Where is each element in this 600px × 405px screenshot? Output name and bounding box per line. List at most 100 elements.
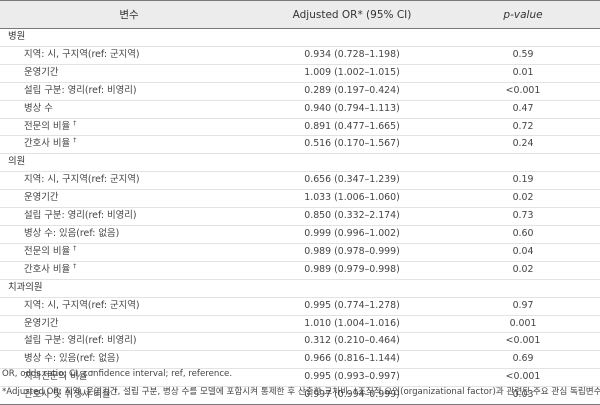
table-row: 운영기간 1.009 (1.002–1.015) 0.01	[0, 64, 600, 83]
p-value-cell: 0.73	[446, 207, 600, 226]
adjusted-or-cell: 1.010 (1.004–1.016)	[258, 315, 446, 334]
adjusted-or-cell: 0.989 (0.979–0.998)	[258, 261, 446, 280]
adjusted-or-cell: 0.999 (0.996–1.002)	[258, 225, 446, 244]
adjusted-or-cell: 0.656 (0.347–1.239)	[258, 171, 446, 191]
variable-label: 병상 수: 있음(ref: 없음)	[24, 353, 120, 365]
table-row: 간호사 비율 † 0.989 (0.979–0.998) 0.02	[0, 261, 600, 280]
variable-label: 설립 구분: 영리(ref: 비영리)	[24, 335, 137, 347]
p-value-cell: 0.59	[446, 46, 600, 65]
table-footnotes: OR, odds ratio; CI, confidence interval;…	[2, 365, 600, 401]
group-row: 병원	[0, 28, 600, 47]
variable-label: 병상 수: 있음(ref: 없음)	[24, 227, 120, 239]
dagger-mark: †	[113, 387, 117, 395]
table-row: 운영기간 1.033 (1.006–1.060) 0.02	[0, 189, 600, 209]
variable-cell: 지역: 시, 구지역(ref: 군지역)	[0, 46, 258, 65]
p-value-cell: 0.01	[446, 64, 600, 83]
p-value-cell: 0.60	[446, 225, 600, 244]
variable-label: 지역: 시, 구지역(ref: 군지역)	[24, 48, 140, 60]
p-value-cell: 0.001	[446, 315, 600, 334]
table-row: 지역: 시, 구지역(ref: 군지역) 0.656 (0.347–1.239) 0…	[0, 171, 600, 191]
table-row: 병상 수 0.940 (0.794–1.113) 0.47	[0, 100, 600, 119]
adjusted-or-cell: 1.033 (1.006–1.060)	[258, 189, 446, 209]
variable-cell: 간호사 비율 †	[0, 135, 258, 155]
variable-label: 설립 구분: 영리(ref: 비영리)	[24, 210, 137, 222]
adjusted-or-cell: 0.850 (0.332–2.174)	[258, 207, 446, 226]
variable-label: 지역: 시, 구지역(ref: 군지역)	[24, 174, 140, 186]
adjusted-or-cell: 0.995 (0.993–0.997)	[258, 368, 446, 388]
variable-cell: 병상 수: 있음(ref: 없음)	[0, 350, 258, 370]
adjusted-or-cell: 0.891 (0.477–1.665)	[258, 118, 446, 137]
table-row: 간호사 비율 † 0.516 (0.170–1.567) 0.24	[0, 135, 600, 155]
p-value-cell: 0.19	[446, 171, 600, 191]
variable-label: 설립 구분: 영리(ref: 비영리)	[24, 84, 137, 96]
variable-cell: 치과전문의 비율 †	[0, 368, 258, 388]
table-row: 설립 구분: 영리(ref: 비영리) 0.312 (0.210–0.464) <0…	[0, 332, 600, 352]
table-row: 전문의 비율 † 0.891 (0.477–1.665) 0.72	[0, 118, 600, 137]
table-row: 설립 구분: 영리(ref: 비영리) 0.850 (0.332–2.174) 0.…	[0, 207, 600, 226]
dagger-mark: †	[73, 118, 77, 127]
adjusted-or-cell: 1.009 (1.002–1.015)	[258, 64, 446, 83]
p-value-cell: 0.69	[446, 350, 600, 370]
table-row: 간호사 및 위생사 비율 † 0.997 (0.994–0.999) 0.03	[0, 386, 600, 405]
variable-cell: 지역: 시, 구지역(ref: 군지역)	[0, 297, 258, 316]
p-value-cell: 0.47	[446, 100, 600, 119]
p-value-cell: <0.001	[446, 82, 600, 101]
p-value-cell: 0.24	[446, 135, 600, 155]
variable-cell: 간호사 비율 †	[0, 261, 258, 280]
adjusted-or-cell: 0.516 (0.170–1.567)	[258, 135, 446, 155]
table-header: 변수 Adjusted OR* (95% CI) p-value	[0, 0, 600, 29]
group-row: 치과의원	[0, 279, 600, 298]
empty-cell	[258, 28, 446, 47]
dagger-mark: †	[73, 136, 77, 145]
adjusted-or-cell: 0.934 (0.728–1.198)	[258, 46, 446, 65]
p-value-cell: 0.02	[446, 189, 600, 209]
group-label: 병원	[0, 28, 258, 47]
variable-cell: 지역: 시, 구지역(ref: 군지역)	[0, 171, 258, 191]
variable-cell: 설립 구분: 영리(ref: 비영리)	[0, 82, 258, 101]
variable-cell: 운영기간	[0, 64, 258, 83]
variable-label: 전문의 비율	[24, 245, 71, 257]
p-value-cell: <0.001	[446, 332, 600, 352]
adjusted-or-cell: 0.966 (0.816–1.144)	[258, 350, 446, 370]
table-row: 지역: 시, 구지역(ref: 군지역) 0.934 (0.728–1.198) 0…	[0, 46, 600, 65]
table-row: 전문의 비율 † 0.989 (0.978–0.999) 0.04	[0, 243, 600, 262]
group-label: 치과의원	[0, 279, 258, 298]
variable-cell: 전문의 비율 †	[0, 118, 258, 137]
variable-label: 운영기간	[24, 192, 59, 204]
header-adjusted-or: Adjusted OR* (95% CI)	[258, 0, 446, 29]
variable-label: 간호사 비율	[24, 263, 71, 275]
p-value-cell: 0.02	[446, 261, 600, 280]
adjusted-or-cell: 0.989 (0.978–0.999)	[258, 243, 446, 262]
empty-cell	[446, 28, 600, 47]
adjusted-or-cell: 0.289 (0.197–0.424)	[258, 82, 446, 101]
variable-label: 운영기간	[24, 66, 59, 78]
p-value-cell: 0.04	[446, 243, 600, 262]
group-label: 의원	[0, 153, 258, 173]
header-variable: 변수	[0, 0, 258, 29]
dagger-mark: †	[90, 369, 94, 378]
table-row: 지역: 시, 구지역(ref: 군지역) 0.995 (0.774–1.278) 0…	[0, 297, 600, 316]
group-row: 의원	[0, 153, 600, 173]
variable-cell: 운영기간	[0, 315, 258, 334]
variable-label: 운영기간	[24, 317, 59, 329]
table-row: 운영기간 1.010 (1.004–1.016) 0.001	[0, 315, 600, 334]
table-row: 설립 구분: 영리(ref: 비영리) 0.289 (0.197–0.424) <0…	[0, 82, 600, 101]
variable-label: 치과전문의 비율	[24, 371, 88, 383]
table-row: 병상 수: 있음(ref: 없음) 0.966 (0.816–1.144) 0.69	[0, 350, 600, 370]
header-p-value: p-value	[446, 0, 600, 29]
variable-label: 지역: 시, 구지역(ref: 군지역)	[24, 299, 140, 311]
variable-label: 간호사 및 위생사 비율	[24, 389, 111, 401]
adjusted-or-cell: 0.312 (0.210–0.464)	[258, 332, 446, 352]
variable-cell: 전문의 비율 †	[0, 243, 258, 262]
variable-cell: 설립 구분: 영리(ref: 비영리)	[0, 207, 258, 226]
table-row: 치과전문의 비율 † 0.995 (0.993–0.997) <0.001	[0, 368, 600, 388]
header-row: 변수 Adjusted OR* (95% CI) p-value	[0, 0, 600, 29]
p-value-cell: 0.72	[446, 118, 600, 137]
variable-label: 전문의 비율	[24, 120, 71, 132]
variable-cell: 운영기간	[0, 189, 258, 209]
variable-label: 간호사 비율	[24, 138, 71, 150]
table-row: 병상 수: 있음(ref: 없음) 0.999 (0.996–1.002) 0.60	[0, 225, 600, 244]
table-body: 병원 지역: 시, 구지역(ref: 군지역) 0.934 (0.728–1.198…	[0, 28, 600, 405]
